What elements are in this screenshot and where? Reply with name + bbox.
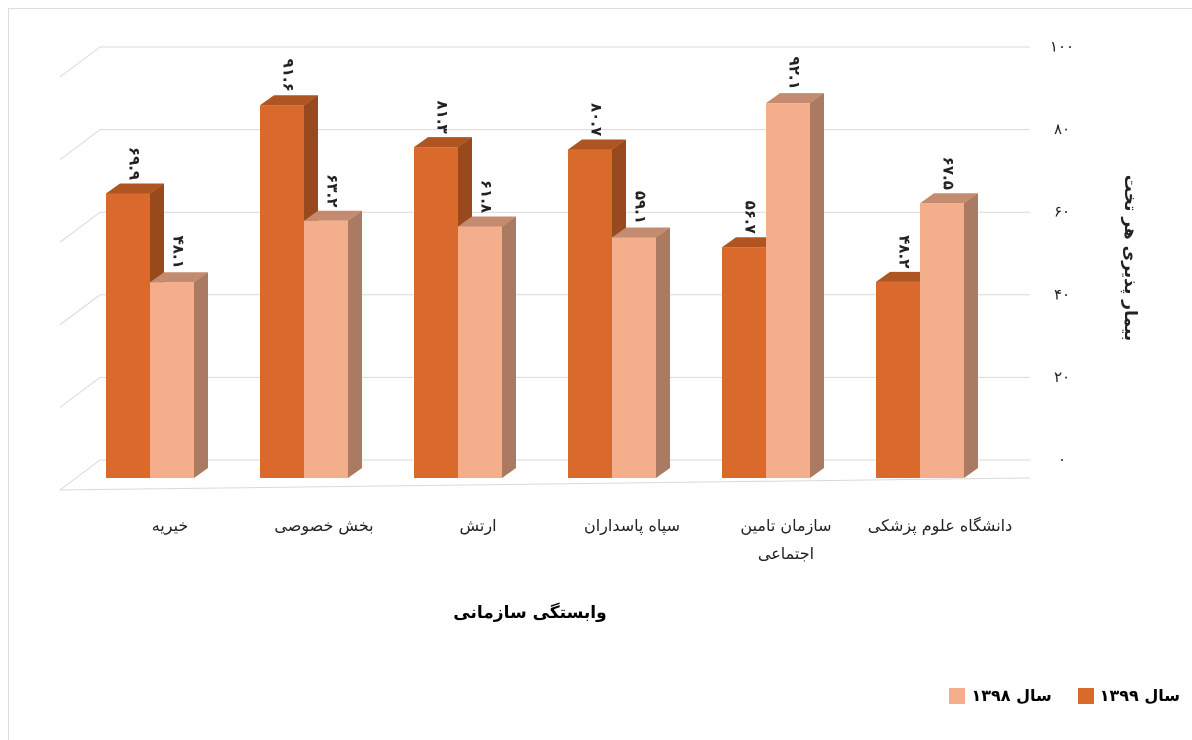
grid-line <box>59 211 1030 243</box>
bar-top <box>260 95 318 106</box>
legend-swatch <box>1077 687 1094 704</box>
bar <box>766 93 824 478</box>
legend-label: سال ۱۳۹۹ <box>1099 686 1180 705</box>
bar-side <box>194 272 208 478</box>
legend-item: سال ۱۳۹۸ <box>949 686 1052 705</box>
frame <box>8 8 1192 740</box>
value-label: ۶۱.۸ <box>478 180 496 213</box>
grid-line <box>59 459 1030 491</box>
x-tick-label: ارتش <box>459 516 497 535</box>
x-tick-label: خیریه <box>151 516 189 535</box>
bar-front <box>150 282 194 478</box>
bar-top <box>414 137 472 148</box>
y-tick-label: ۶۰ <box>1054 203 1070 221</box>
grid-line <box>59 376 1030 408</box>
bar-front <box>766 103 810 478</box>
value-label: ۵۹.۱ <box>632 191 650 224</box>
x-tick-label: سپاه پاسداران <box>583 516 681 535</box>
bar-front <box>106 193 150 478</box>
bar-top <box>722 237 780 248</box>
value-label: ۴۸.۲ <box>896 235 914 268</box>
bar-front <box>458 226 502 478</box>
bar-top <box>106 183 164 194</box>
bar-top <box>766 93 824 104</box>
bar <box>260 95 318 479</box>
bar-top <box>458 216 516 227</box>
grid-line <box>59 294 1030 326</box>
x-axis-label: وابستگی سازمانی <box>453 603 607 623</box>
bar-front <box>568 149 612 478</box>
bar-top <box>612 227 670 238</box>
bar <box>458 216 516 478</box>
bar <box>150 272 208 478</box>
legend: سال ۱۳۹۹ سال ۱۳۹۸ <box>949 686 1180 705</box>
value-label: ۸۱.۳ <box>434 101 452 134</box>
bar-front <box>612 237 656 478</box>
bar <box>304 210 362 478</box>
grid-line <box>59 129 1030 161</box>
bar-top <box>304 210 362 221</box>
value-label: ۸۰.۷ <box>588 103 606 136</box>
grid-line <box>59 46 1030 78</box>
value-label: ۹۲.۱ <box>786 57 804 90</box>
bar-top <box>920 193 978 204</box>
bar-side <box>810 93 824 478</box>
bar-side <box>502 216 516 478</box>
x-tick-label: بخش خصوصی <box>274 516 374 535</box>
value-label: ۴۸.۱ <box>170 236 188 269</box>
x-tick-label: سازمان تامین اجتماعی <box>740 516 832 563</box>
bar-front <box>876 281 920 478</box>
legend-swatch <box>949 687 966 704</box>
legend-label: سال ۱۳۹۸ <box>971 686 1052 705</box>
bar-side <box>964 193 978 478</box>
bar-front <box>260 105 304 479</box>
value-label: ۵۶.۷ <box>742 201 760 234</box>
y-tick-label: ۸۰ <box>1054 120 1070 138</box>
bar-top <box>568 139 626 150</box>
legend-item: سال ۱۳۹۹ <box>1077 686 1180 705</box>
y-axis-label: بیمار پذیری هر تخت <box>1120 175 1140 341</box>
y-tick-label: ۱۰۰ <box>1050 38 1074 56</box>
value-label: ۶۹.۹ <box>126 147 144 180</box>
y-tick-label: ۴۰ <box>1054 285 1070 303</box>
floor-line <box>59 477 1031 491</box>
bar <box>612 227 670 478</box>
bar-front <box>722 247 766 478</box>
y-tick-label: ۲۰ <box>1054 368 1070 386</box>
value-label: ۶۳.۲ <box>324 174 342 207</box>
value-label: ۶۷.۵ <box>940 157 958 190</box>
bar-side <box>656 227 670 478</box>
bar-top <box>150 272 208 283</box>
bar-side <box>348 210 362 478</box>
y-tick-label: ۰ <box>1058 451 1066 469</box>
bar-front <box>414 147 458 478</box>
x-tick-label: دانشگاه علوم پزشکی <box>867 516 1013 535</box>
bar-top <box>876 271 934 282</box>
bar-front <box>304 220 348 478</box>
value-label: ۹۱.۶ <box>280 59 298 92</box>
bar-front <box>920 203 964 478</box>
bar <box>920 193 978 478</box>
